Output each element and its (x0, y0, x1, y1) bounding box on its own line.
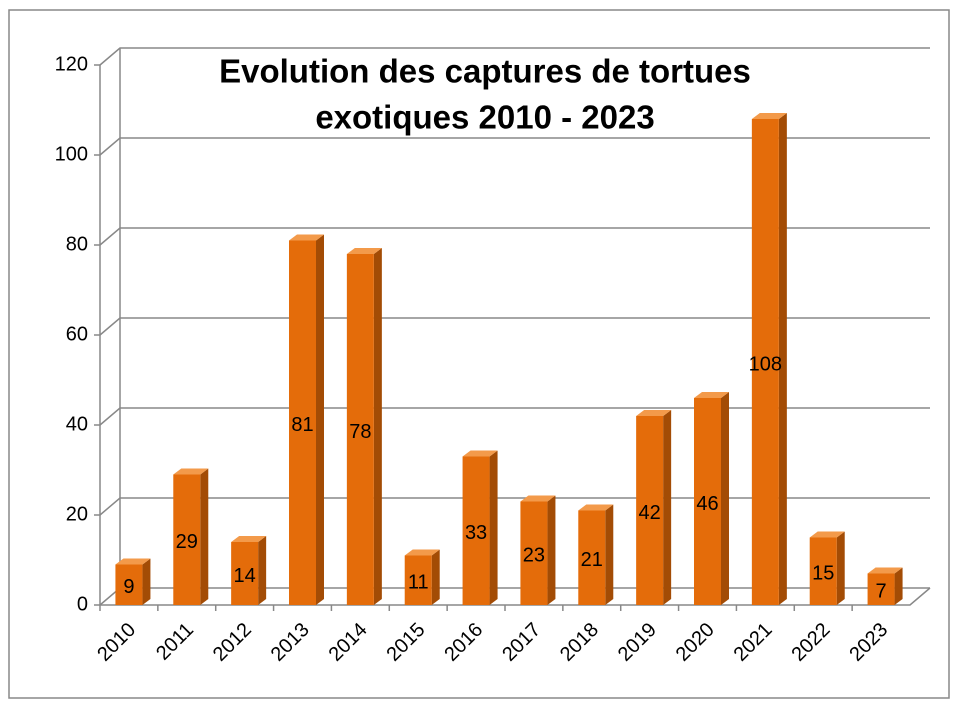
bar-front (578, 510, 606, 605)
bar-side (316, 234, 324, 605)
y-tick-label: 120 (55, 53, 88, 75)
value-label: 33 (465, 522, 487, 544)
grid-line (99, 317, 930, 336)
chart-title: exotiques 2010 - 2023 (315, 99, 654, 136)
bar-top (289, 234, 324, 241)
value-label: 11 (408, 572, 429, 594)
bar-front (346, 254, 374, 605)
value-label: 78 (349, 421, 371, 443)
bar-side (200, 468, 209, 605)
value-label: 46 (696, 493, 718, 515)
bar-front (462, 456, 490, 605)
bar-front (115, 564, 143, 605)
bar (462, 450, 498, 605)
bar (578, 504, 614, 605)
bar-top (173, 468, 209, 475)
bar-side (142, 558, 151, 605)
bars: 9 29 14 81 78 11 33 23 21 42 46 108 15 7 (115, 113, 903, 605)
bar-side (778, 113, 787, 605)
y-tick-label: 20 (66, 503, 88, 525)
bar-top (751, 113, 787, 119)
bar (404, 549, 440, 605)
y-tick-label: 60 (66, 323, 88, 345)
bar-top (404, 549, 440, 556)
bar-side (836, 531, 845, 605)
bar (173, 468, 209, 605)
bar-front (867, 573, 895, 605)
bar (520, 495, 556, 605)
grid-line (99, 407, 930, 426)
bar-side (373, 248, 382, 605)
bar-side (605, 504, 614, 605)
bar-front (173, 474, 201, 605)
bar-side (547, 495, 556, 605)
value-label: 15 (812, 563, 834, 585)
grid-line (99, 227, 930, 246)
value-label: 21 (581, 549, 603, 571)
bar-side (721, 392, 729, 605)
bar (289, 234, 324, 605)
y-tick-label: 80 (66, 233, 88, 255)
bar-side (431, 549, 440, 605)
bar-front (636, 416, 664, 605)
bar-side (258, 536, 267, 605)
bar-top (867, 567, 903, 574)
bar-front (751, 119, 779, 605)
value-label: 42 (639, 502, 661, 524)
bar (636, 410, 672, 605)
bar (115, 558, 151, 605)
bar-top (809, 531, 845, 538)
bar-top (636, 410, 672, 416)
bar-top (462, 450, 498, 457)
value-label: 81 (291, 414, 313, 436)
value-label: 23 (523, 545, 545, 567)
y-tick-label: 40 (66, 413, 88, 435)
bar-front (404, 555, 432, 605)
grid-line (99, 47, 930, 66)
bar-front (520, 501, 548, 605)
bar-front (809, 537, 837, 605)
bar-front (694, 398, 721, 605)
bar-top (115, 558, 151, 565)
grid-line (99, 137, 930, 156)
bar (751, 113, 787, 605)
value-label: 108 (749, 353, 782, 375)
value-label: 14 (234, 565, 256, 587)
bar-top (346, 248, 382, 254)
bar-top (578, 504, 614, 511)
value-label: 9 (123, 576, 134, 598)
bar (231, 536, 267, 605)
value-label: 29 (176, 531, 198, 553)
bar-top (694, 392, 729, 398)
value-label: 7 (876, 581, 887, 603)
bar-side (663, 410, 672, 605)
bar (694, 392, 729, 605)
bar-top (520, 495, 556, 502)
bar-front (231, 542, 259, 605)
bar (809, 531, 845, 605)
y-tick-label: 100 (55, 143, 88, 165)
bar-top (231, 536, 267, 542)
bar (867, 567, 903, 605)
chart-title: Evolution des captures de tortues (219, 53, 751, 90)
bar-side (894, 567, 903, 605)
bar-side (489, 450, 498, 605)
y-tick-label: 0 (77, 593, 88, 615)
bar (346, 248, 382, 605)
bar-front (289, 240, 316, 605)
